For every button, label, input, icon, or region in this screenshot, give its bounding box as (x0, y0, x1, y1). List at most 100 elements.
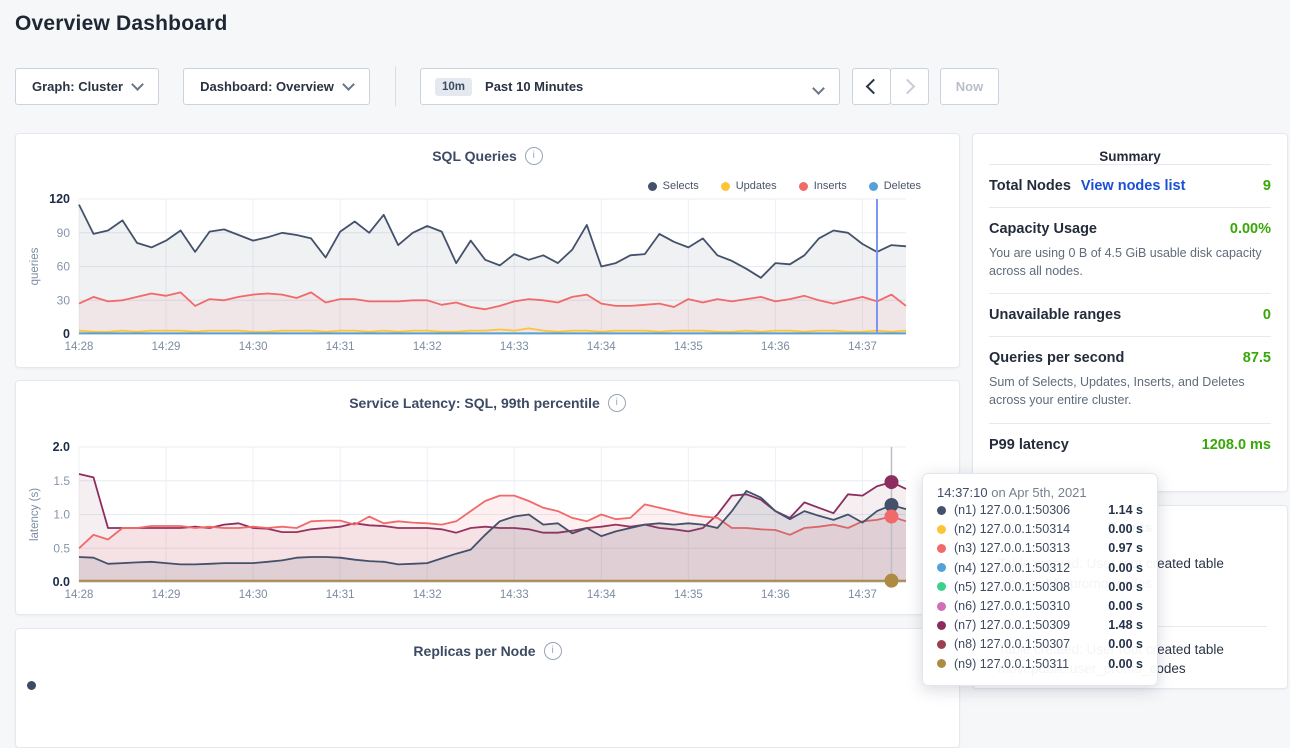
tooltip-node-row: (n2) 127.0.0.1:50314 0.00 s (937, 520, 1143, 538)
tooltip-node-row: (n4) 127.0.0.1:50312 0.00 s (937, 559, 1143, 577)
time-next-button[interactable] (890, 68, 929, 105)
service-latency-title: Service Latency: SQL, 99th percentile i (16, 394, 959, 412)
node-color-dot (937, 543, 946, 553)
sql-queries-chart[interactable]: 14:28 14:29 14:30 14:31 14:32 14:33 14:34 14:35… (16, 134, 959, 367)
graph-dropdown[interactable]: Graph: Cluster (15, 68, 159, 105)
svg-text:latency (s): latency (s) (29, 488, 41, 541)
dashboard-dropdown[interactable]: Dashboard: Overview (183, 68, 370, 105)
svg-text:0.5: 0.5 (53, 541, 70, 555)
svg-text:queries: queries (29, 247, 41, 285)
summary-title: Summary (1099, 149, 1161, 164)
legend-item-updates: Updates (720, 180, 777, 192)
svg-text:14:30: 14:30 (239, 589, 268, 601)
service-latency-chart[interactable]: 14:28 14:29 14:30 14:31 14:32 14:33 14:34 14:35… (16, 381, 959, 614)
service-latency-title-text: Service Latency: SQL, 99th percentile (349, 395, 600, 411)
svg-text:14:36: 14:36 (761, 589, 790, 601)
summary-row-capacity: Capacity Usage 0.00% You are using 0 B o… (989, 207, 1271, 293)
now-button[interactable]: Now (940, 68, 999, 105)
legend-dot (868, 181, 878, 191)
summary-panel: Summary Total Nodes View nodes list 9 Ca… (972, 133, 1288, 492)
info-icon[interactable]: i (607, 394, 626, 412)
info-icon[interactable]: i (524, 147, 543, 165)
svg-text:14:33: 14:33 (500, 589, 529, 601)
svg-text:14:32: 14:32 (413, 341, 442, 353)
view-nodes-list-link[interactable]: View nodes list (1080, 178, 1186, 194)
replicas-per-node-panel: Replicas per Node i (15, 628, 960, 748)
svg-text:1.0: 1.0 (53, 508, 70, 522)
tooltip-node-rows: (n1) 127.0.0.1:50306 1.14 s (n2) 127.0.0.1… (937, 501, 1143, 673)
node-color-dot (937, 601, 946, 611)
y-axis-tick-dot (27, 681, 36, 690)
svg-text:14:32: 14:32 (413, 589, 442, 601)
qps-label: Queries per second (989, 350, 1125, 367)
svg-text:14:36: 14:36 (761, 341, 790, 353)
svg-text:14:30: 14:30 (239, 341, 268, 353)
legend-dot (647, 181, 657, 191)
node-color-dot (937, 659, 946, 669)
capacity-caption: You are using 0 B of 4.5 GiB usable disk… (989, 246, 1262, 279)
chevron-down-icon (812, 82, 825, 95)
time-range-selector[interactable]: 10m Past 10 Minutes (420, 68, 840, 105)
sql-queries-legend: Selects Updates Inserts Deletes (647, 180, 921, 192)
legend-item-inserts: Inserts (798, 180, 847, 192)
svg-text:14:29: 14:29 (152, 341, 181, 353)
legend-dot (720, 181, 730, 191)
svg-text:14:28: 14:28 (65, 341, 94, 353)
tooltip-date: on Apr 5th, 2021 (991, 485, 1087, 500)
replicas-title: Replicas per Node i (16, 642, 959, 660)
chevron-down-icon (341, 78, 355, 91)
toolbar-divider (395, 66, 396, 106)
svg-text:0: 0 (63, 327, 70, 341)
svg-text:14:31: 14:31 (326, 341, 355, 353)
sql-queries-panel: SQL Queries i Selects Updates Inserts Delet… (15, 133, 960, 368)
tooltip-node-row: (n3) 127.0.0.1:50313 0.97 s (937, 539, 1143, 557)
summary-row-unavailable: Unavailable ranges 0 (989, 293, 1271, 336)
time-range-badge: 10m (435, 77, 473, 96)
service-latency-panel: Service Latency: SQL, 99th percentile i … (15, 380, 960, 615)
svg-text:1.5: 1.5 (53, 474, 70, 488)
tooltip-time: 14:37:10 (937, 485, 988, 500)
qps-value: 87.5 (1242, 350, 1271, 367)
info-icon[interactable]: i (543, 642, 562, 660)
node-color-dot (937, 524, 946, 534)
sql-queries-title: SQL Queries i (16, 147, 959, 165)
svg-text:0.0: 0.0 (53, 575, 70, 589)
summary-row-p99: P99 latency 1208.0 ms (989, 422, 1271, 466)
node-color-dot (937, 639, 946, 649)
tooltip-timestamp: 14:37:10 on Apr 5th, 2021 (937, 485, 1143, 500)
svg-text:14:33: 14:33 (500, 341, 529, 353)
node-color-dot (937, 620, 946, 630)
node-color-dot (937, 505, 946, 515)
sql-queries-title-text: SQL Queries (432, 148, 517, 164)
chevron-left-icon (865, 78, 882, 95)
unavailable-ranges-value: 0 (1262, 307, 1271, 324)
tooltip-node-row: (n1) 127.0.0.1:50306 1.14 s (937, 501, 1143, 519)
svg-text:14:37: 14:37 (848, 589, 877, 601)
legend-item-selects: Selects (647, 180, 699, 192)
p99-latency-value: 1208.0 ms (1201, 436, 1271, 453)
page-title: Overview Dashboard (15, 12, 228, 35)
chart-hover-tooltip: 14:37:10 on Apr 5th, 2021 (n1) 127.0.0.1… (922, 473, 1158, 686)
svg-text:14:35: 14:35 (674, 341, 703, 353)
dashboard-dropdown-label: Dashboard: Overview (200, 79, 334, 94)
p99-latency-label: P99 latency (989, 436, 1069, 453)
legend-dot (798, 181, 808, 191)
node-color-dot (937, 563, 946, 573)
svg-text:2.0: 2.0 (53, 440, 70, 454)
unavailable-ranges-label: Unavailable ranges (989, 307, 1122, 324)
time-range-label: Past 10 Minutes (485, 79, 584, 94)
svg-text:14:28: 14:28 (65, 589, 94, 601)
legend-item-deletes: Deletes (868, 180, 921, 192)
svg-text:60: 60 (57, 260, 71, 274)
capacity-label: Capacity Usage (989, 221, 1097, 237)
tooltip-node-row: (n9) 127.0.0.1:50311 0.00 s (937, 655, 1143, 673)
total-nodes-label: Total Nodes (989, 178, 1071, 194)
tooltip-node-row: (n5) 127.0.0.1:50308 0.00 s (937, 578, 1143, 596)
total-nodes-value: 9 (1262, 178, 1271, 194)
graph-dropdown-label: Graph: Cluster (31, 79, 123, 94)
svg-text:14:34: 14:34 (587, 341, 616, 353)
tooltip-node-row: (n8) 127.0.0.1:50307 0.00 s (937, 635, 1143, 653)
chevron-down-icon (131, 78, 144, 91)
time-prev-button[interactable] (852, 68, 891, 105)
qps-caption: Sum of Selects, Updates, Inserts, and De… (989, 375, 1245, 408)
